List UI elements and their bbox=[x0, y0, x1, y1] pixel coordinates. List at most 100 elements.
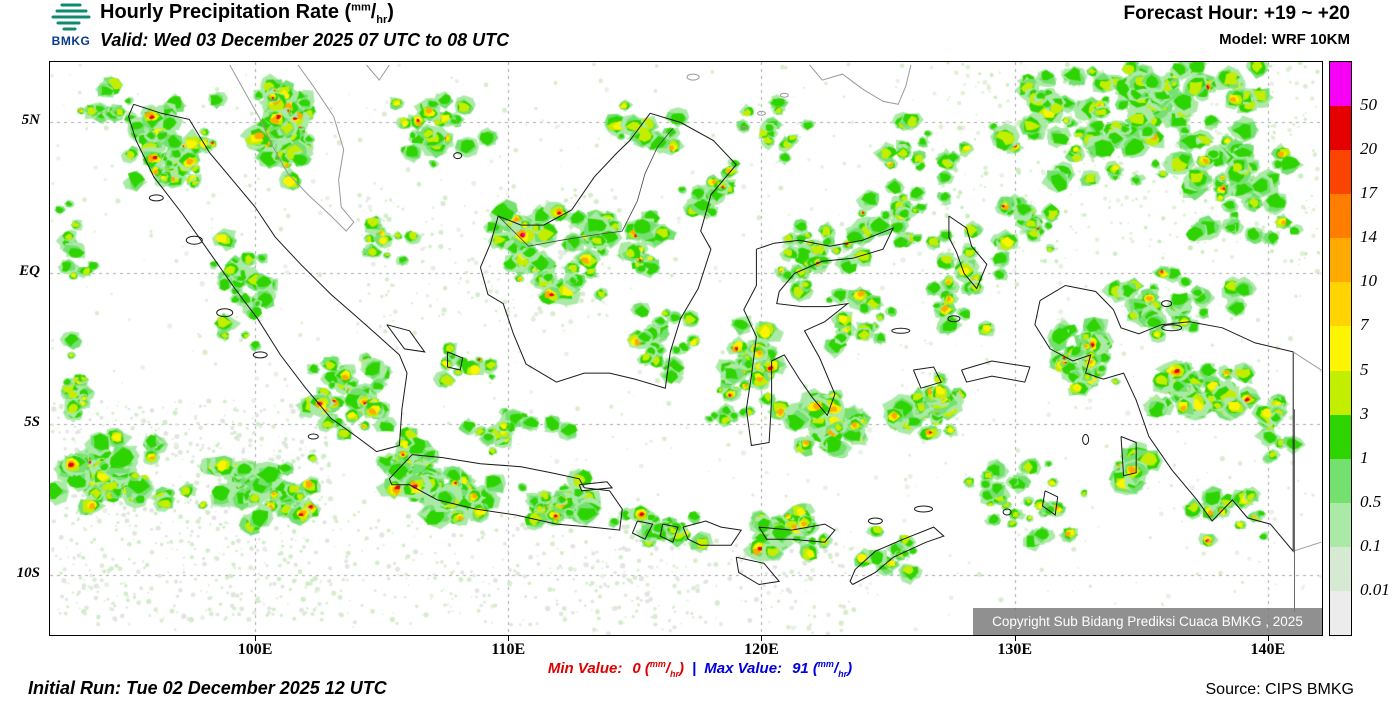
legend-color-segment bbox=[1330, 194, 1351, 239]
legend-value-label: 1 bbox=[1360, 447, 1369, 467]
y-axis-label: 5N bbox=[21, 112, 40, 129]
legend-value-label: 0.5 bbox=[1360, 491, 1382, 511]
copyright-overlay: Copyright Sub Bidang Prediksi Cuaca BMKG… bbox=[973, 608, 1322, 635]
legend-color-segment bbox=[1330, 150, 1351, 195]
minmax-line: Min Value: 0 (mm/hr) | Max Value: 91 (mm/hr) bbox=[0, 659, 1400, 679]
legend-value-label: 3 bbox=[1360, 403, 1369, 423]
coastline-path bbox=[912, 366, 943, 389]
x-axis-tick bbox=[508, 636, 510, 641]
legend-color-bar bbox=[1329, 61, 1352, 636]
max-value: Max Value: 91 (mm/hr) bbox=[704, 659, 853, 679]
island-outline bbox=[947, 315, 961, 323]
legend-color-segment bbox=[1330, 326, 1351, 371]
x-axis-label: 130E bbox=[997, 641, 1033, 658]
coastline-overlay bbox=[127, 64, 1322, 612]
precipitation-canvas bbox=[50, 62, 1322, 635]
island-outline bbox=[252, 351, 268, 359]
coastline-path bbox=[948, 215, 988, 290]
coastline-path bbox=[1041, 490, 1059, 516]
x-axis-tick bbox=[1014, 636, 1016, 641]
island-outline bbox=[867, 517, 883, 525]
island-outline bbox=[779, 92, 789, 98]
legend-color-segment bbox=[1330, 414, 1351, 459]
island-outline bbox=[216, 308, 234, 318]
min-value: Min Value: 0 (mm/hr) bbox=[547, 659, 685, 679]
bmkg-logo-text: BMKG bbox=[51, 34, 91, 48]
island-outline bbox=[453, 152, 463, 160]
legend-color-segment bbox=[1330, 238, 1351, 283]
coastline-path bbox=[659, 523, 679, 543]
legend-color-segment bbox=[1330, 370, 1351, 415]
coastline-path bbox=[497, 128, 674, 247]
coastline-path bbox=[229, 64, 355, 232]
coastline-path bbox=[1292, 351, 1322, 371]
legend-value-label: 50 bbox=[1360, 95, 1377, 115]
coastline-path bbox=[447, 351, 464, 371]
forecast-hour: Forecast Hour: +19 ~ +20 bbox=[1123, 3, 1350, 24]
legend-labels: 50 20 17 14 10 7 5 3 1 0.5 0.1 0.01 bbox=[1360, 61, 1400, 636]
island-outline bbox=[307, 433, 319, 440]
legend-color-segment bbox=[1330, 590, 1351, 636]
legend-color-segment bbox=[1330, 546, 1351, 591]
coastline-path bbox=[743, 227, 895, 447]
x-axis-label: 100E bbox=[237, 641, 273, 658]
x-axis-label: 120E bbox=[744, 641, 779, 658]
coastline-path bbox=[1120, 436, 1137, 477]
island-outline bbox=[185, 235, 203, 245]
color-legend: 50 20 17 14 10 7 5 3 1 0.5 0.1 0.01 bbox=[1329, 61, 1399, 636]
legend-color-segment bbox=[1330, 502, 1351, 547]
y-axis-label: 5S bbox=[24, 414, 40, 431]
valid-time: Valid: Wed 03 December 2025 07 UTC to 08… bbox=[100, 30, 510, 50]
legend-value-label: 5 bbox=[1360, 359, 1369, 379]
island-outline bbox=[914, 505, 933, 513]
legend-value-label: 0.1 bbox=[1360, 535, 1382, 555]
legend-value-label: 0.01 bbox=[1360, 579, 1390, 599]
y-axis-labels: 5N EQ 5S 10S bbox=[0, 61, 45, 636]
legend-value-label: 14 bbox=[1360, 227, 1377, 247]
coastline-path bbox=[127, 103, 408, 453]
coastline-path bbox=[1034, 284, 1294, 553]
legend-color-segment bbox=[1330, 106, 1351, 151]
y-axis-label: EQ bbox=[19, 263, 40, 280]
page-title-text: Hourly Precipitation Rate bbox=[100, 1, 339, 23]
coastline-path bbox=[366, 64, 390, 81]
unit-mm-per-hr: (mm/hr) bbox=[344, 1, 394, 26]
island-outline bbox=[1002, 508, 1012, 516]
coastline-path bbox=[758, 523, 836, 543]
source-label: Source: CIPS BMKG bbox=[1205, 681, 1355, 698]
island-outline bbox=[740, 125, 748, 131]
legend-color-segment bbox=[1330, 458, 1351, 503]
coastline-path bbox=[479, 112, 737, 389]
island-outline bbox=[1161, 300, 1173, 308]
coastline-path bbox=[386, 324, 426, 353]
coastline-path bbox=[961, 360, 1031, 383]
y-axis-label: 10S bbox=[16, 565, 40, 582]
coastline-path bbox=[578, 481, 614, 492]
island-outline bbox=[686, 73, 700, 81]
island-outline bbox=[148, 194, 164, 202]
legend-value-label: 20 bbox=[1360, 139, 1377, 159]
initial-run: Initial Run: Tue 02 December 2025 12 UTC bbox=[28, 678, 387, 698]
bmkg-logo: BMKG bbox=[44, 2, 98, 48]
x-axis-labels: 100E 110E 120E 130E 140E bbox=[0, 641, 1400, 661]
map-area: Copyright Sub Bidang Prediksi Cuaca BMKG… bbox=[49, 61, 1323, 636]
x-axis-tick bbox=[761, 636, 763, 641]
page-title: Hourly Precipitation Rate (mm/hr) bbox=[100, 1, 509, 26]
coastline-path bbox=[388, 454, 623, 531]
legend-value-label: 7 bbox=[1360, 315, 1369, 335]
coastline-path bbox=[849, 526, 945, 585]
bmkg-logo-icon bbox=[51, 3, 91, 31]
x-axis-label: 110E bbox=[491, 641, 526, 658]
island-outline bbox=[757, 110, 766, 116]
legend-value-label: 17 bbox=[1360, 183, 1377, 203]
legend-color-segment bbox=[1330, 282, 1351, 327]
coastline-path bbox=[735, 556, 781, 586]
legend-color-segment bbox=[1330, 62, 1351, 107]
coastline-path bbox=[1293, 541, 1322, 552]
island-outline bbox=[1082, 434, 1090, 445]
minmax-separator: | bbox=[692, 660, 697, 677]
title-block: Hourly Precipitation Rate (mm/hr) Valid:… bbox=[100, 1, 509, 51]
x-axis-label: 140E bbox=[1250, 641, 1286, 658]
coastline-path bbox=[682, 520, 743, 546]
